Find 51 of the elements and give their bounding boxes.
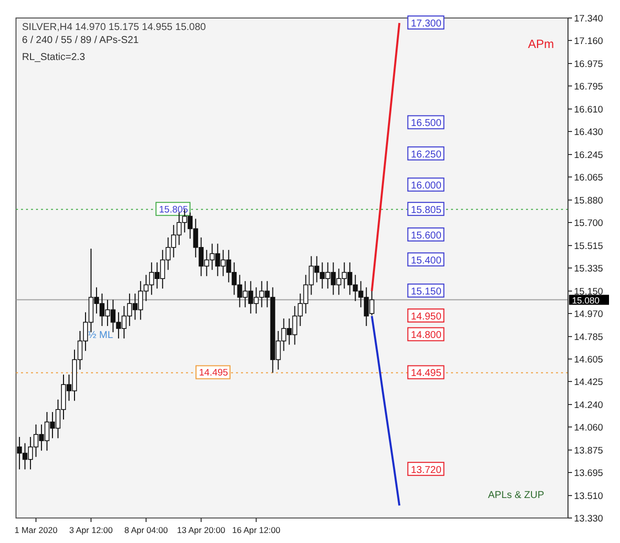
x-tick-label: 16 Apr 12:00	[232, 525, 281, 535]
annotation: 15.150	[410, 286, 442, 298]
y-tick-label: 14.240	[574, 400, 604, 412]
y-tick-label: 17.160	[574, 36, 604, 47]
y-tick-label: 16.065	[574, 172, 604, 184]
y-tick-label: 16.430	[574, 126, 604, 138]
line-series	[370, 22, 400, 292]
y-tick-label: 13.330	[574, 514, 604, 524]
y-tick-label: 14.605	[574, 354, 604, 366]
annotation: APLs & ZUP	[488, 490, 544, 501]
annotation: 15.400	[410, 255, 442, 266]
y-tick-label: 15.880	[574, 196, 604, 207]
annotation: 13.720	[410, 464, 442, 476]
y-tick-label: 16.610	[574, 104, 604, 116]
y-tick-label: 14.425	[574, 376, 604, 388]
annotation: 14.950	[410, 312, 442, 323]
y-tick-label: 16.975	[574, 59, 604, 70]
annotation: RL_Static=2.3	[22, 52, 86, 63]
annotation: 14.800	[410, 330, 442, 342]
x-tick-label: 3 Apr 12:00	[69, 525, 114, 535]
y-tick-label: 16.795	[574, 81, 604, 92]
annotation: 16.250	[410, 149, 442, 160]
y-tick-label: 15.335	[574, 264, 604, 274]
text: 6 / 240 / 55 / 89 / APs-S21	[22, 35, 140, 46]
y-tick-label: 15.515	[574, 241, 604, 252]
ref-line-label: 15.080	[572, 295, 600, 306]
annotation: 15.600	[410, 230, 442, 242]
x-tick-label: 1 Mar 2020	[14, 525, 58, 535]
annotation: 14.495	[410, 368, 442, 380]
y-tick-label: 16.245	[574, 150, 604, 162]
annotation: 17.300	[410, 18, 442, 30]
annotation: 16.000	[410, 180, 442, 192]
y-tick-label: 15.700	[574, 218, 604, 229]
y-tick-label: 17.340	[574, 14, 604, 24]
line-series	[370, 315, 400, 507]
y-tick-label: 13.695	[574, 468, 604, 479]
chart-title: SILVER,H4 14.970 15.175 14.955 15.080	[22, 22, 206, 33]
y-tick-label: 14.060	[574, 422, 604, 434]
x-tick-label: 13 Apr 20:00	[177, 525, 226, 535]
annotation: APm	[528, 37, 554, 51]
annotation: ½ ML	[88, 330, 114, 341]
y-tick-label: 13.875	[574, 446, 604, 457]
y-tick-label: 15.150	[574, 286, 604, 298]
y-tick-label: 13.510	[574, 491, 604, 502]
x-tick-label: 8 Apr 04:00	[124, 525, 168, 535]
y-tick-label: 14.785	[574, 332, 604, 344]
ref-line-label: 15.805	[159, 204, 188, 216]
y-tick-label: 14.970	[574, 309, 604, 320]
annotation: 16.500	[410, 118, 442, 130]
annotation: 15.805	[410, 204, 442, 216]
ref-line-label: 14.495	[199, 368, 228, 379]
